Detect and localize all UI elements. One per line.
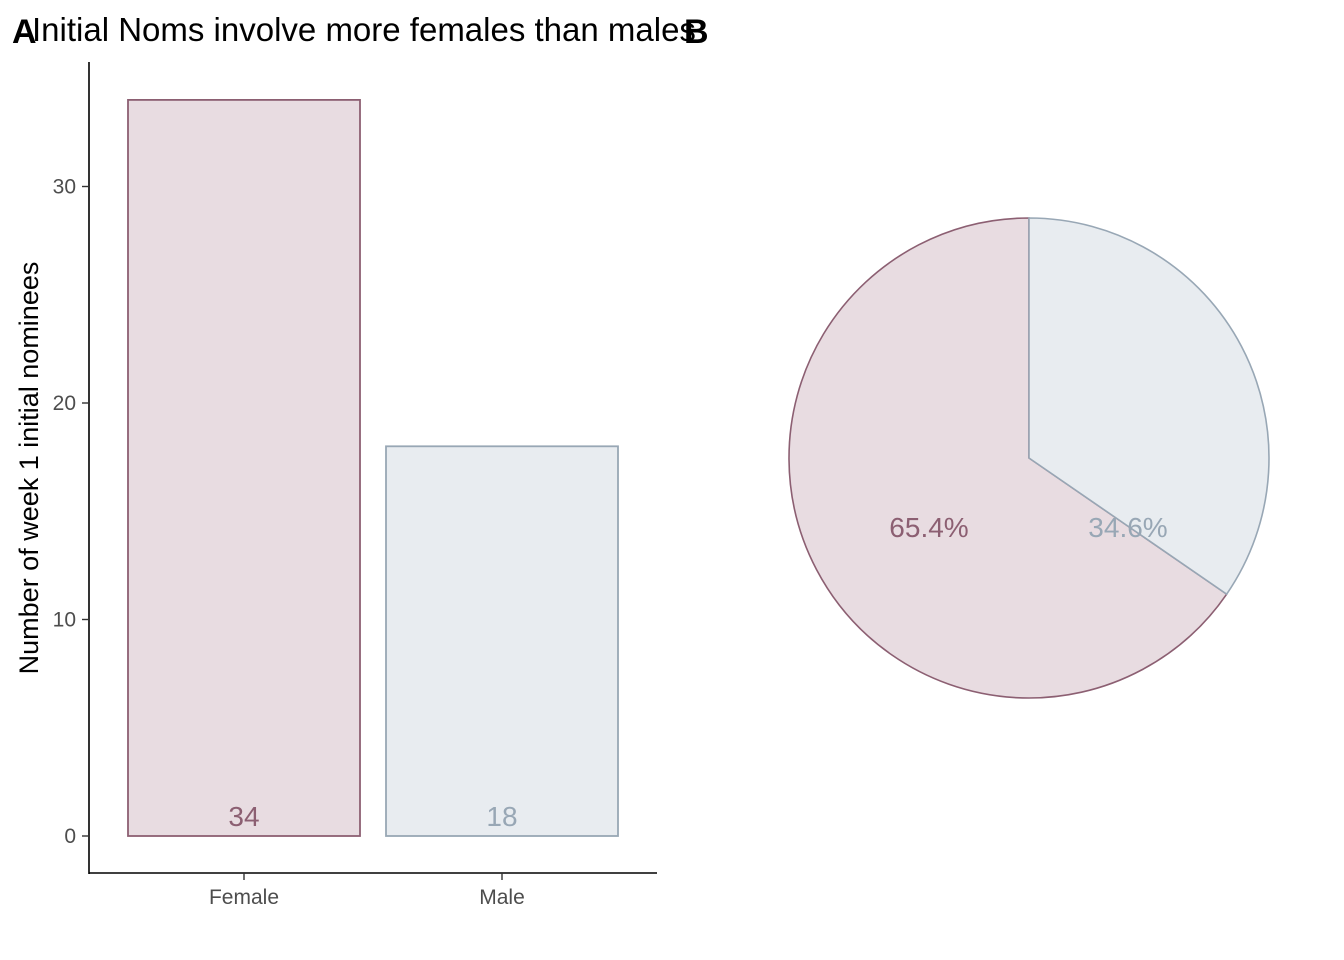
bar-male: [385, 445, 619, 837]
panel-a-tag: A: [12, 13, 37, 51]
y-tick-label: 10: [53, 609, 76, 632]
bar-data-label-female: 34: [228, 801, 259, 832]
y-tick-label: 0: [64, 825, 76, 848]
bars-group: [127, 99, 619, 837]
pie-slice-male: [1028, 217, 1270, 596]
x-tick-label-male: Male: [479, 886, 525, 909]
y-tick-label: 20: [53, 392, 76, 415]
pie-data-label-female: 65.4%: [889, 512, 968, 543]
bar-data-label-male: 18: [486, 801, 517, 832]
pie-data-label-male: 34.6%: [1088, 512, 1167, 543]
bar-data-labels: 34 18: [228, 801, 517, 832]
pie-chart-panel: B 65.4% 34.6%: [684, 13, 1270, 699]
chart-title: Initial Noms involve more females than m…: [32, 11, 696, 48]
bar-female: [127, 99, 361, 837]
x-tick-label-female: Female: [209, 886, 279, 909]
pie-slices: [788, 217, 1270, 699]
pie-slice-female: [788, 217, 1228, 699]
x-axis-ticks: Female Male: [209, 873, 525, 909]
pie-data-labels: 65.4% 34.6%: [889, 512, 1167, 543]
panel-b-tag: B: [684, 13, 709, 51]
y-tick-label: 30: [53, 176, 76, 199]
y-axis-title: Number of week 1 initial nominees: [14, 262, 44, 675]
y-axis-ticks: 0 10 20 30: [53, 176, 89, 848]
bar-chart-panel: Initial Noms involve more females than m…: [12, 11, 696, 909]
